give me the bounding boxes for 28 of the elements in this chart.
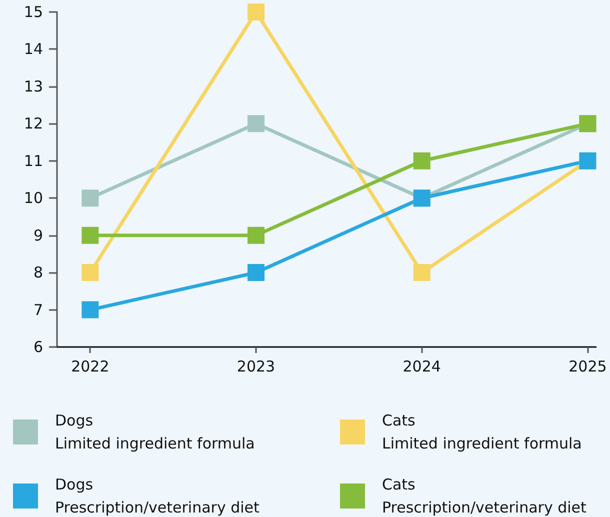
y-tick-label: 7 [33, 300, 43, 319]
point [413, 264, 430, 282]
point [82, 264, 99, 282]
y-tick-label: 6 [33, 338, 43, 356]
point [248, 226, 265, 244]
legend-label: Cats Limited ingredient formula [382, 412, 582, 452]
point [248, 115, 265, 132]
point [82, 190, 99, 207]
x-tick-label: 2024 [402, 358, 441, 376]
x-tick-label: 2025 [568, 358, 607, 376]
y-tick-label: 9 [33, 226, 43, 244]
legend-label: Cats Prescription/veterinary diet [382, 476, 587, 516]
point [413, 152, 430, 170]
legend-label: Dogs Prescription/veterinary diet [55, 476, 260, 516]
y-tick-label: 15 [24, 3, 43, 21]
x-tick-label: 2022 [71, 358, 110, 376]
point [248, 4, 265, 20]
y-tick-label: 14 [24, 40, 43, 58]
point [82, 301, 99, 318]
point [248, 264, 265, 282]
y-tick-label: 13 [24, 77, 43, 96]
legend-label: Dogs Limited ingredient formula [55, 412, 255, 452]
y-tick-label: 8 [33, 264, 43, 282]
y-tick-label: 12 [24, 114, 43, 133]
y-tick-label: 11 [24, 152, 43, 170]
x-tick-label: 2023 [236, 358, 276, 376]
y-tick-label: 10 [24, 189, 43, 208]
point [82, 226, 99, 244]
